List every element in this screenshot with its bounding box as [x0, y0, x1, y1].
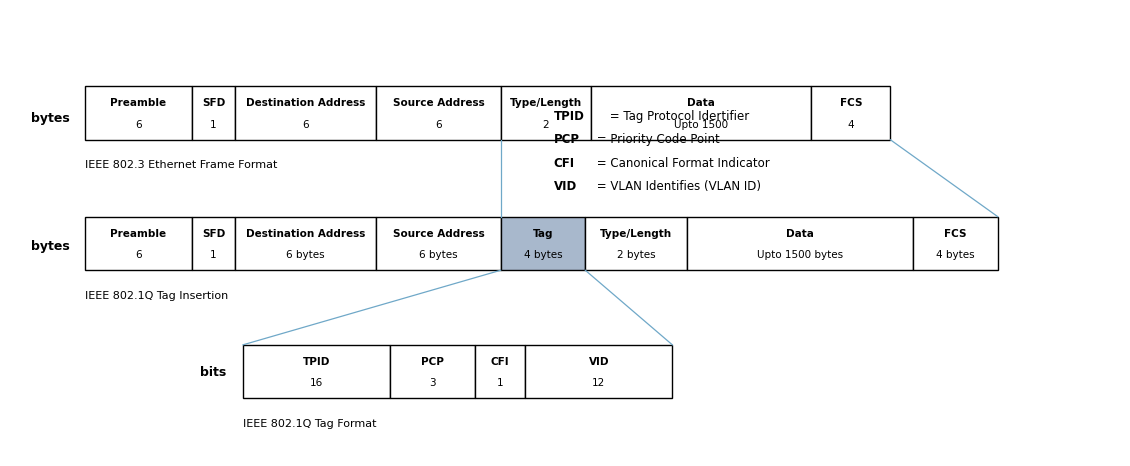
- Bar: [235, 86, 376, 140]
- Text: Upto 1500 bytes: Upto 1500 bytes: [757, 250, 843, 260]
- Bar: [811, 86, 890, 140]
- Text: CFI: CFI: [490, 357, 510, 367]
- Text: Type/Length: Type/Length: [600, 229, 672, 239]
- Bar: [192, 86, 235, 140]
- Text: Upto 1500: Upto 1500: [675, 120, 728, 130]
- Bar: [192, 217, 235, 270]
- Text: Tag: Tag: [532, 229, 554, 239]
- Text: bytes: bytes: [32, 240, 70, 254]
- Bar: [591, 86, 811, 140]
- Text: 6 bytes: 6 bytes: [286, 250, 325, 260]
- Bar: [85, 217, 192, 270]
- Text: 2: 2: [542, 120, 549, 130]
- Bar: [390, 345, 475, 398]
- Text: = VLAN Identifies (VLAN ID): = VLAN Identifies (VLAN ID): [592, 180, 760, 193]
- Text: 6 bytes: 6 bytes: [419, 250, 458, 260]
- Text: bits: bits: [200, 366, 226, 379]
- Text: TPID: TPID: [303, 357, 330, 367]
- Text: Destination Address: Destination Address: [246, 229, 365, 239]
- Text: 4 bytes: 4 bytes: [523, 250, 563, 260]
- Text: bytes: bytes: [32, 112, 70, 125]
- Text: TPID: TPID: [554, 110, 584, 123]
- Text: FCS: FCS: [945, 229, 966, 239]
- Bar: [501, 86, 591, 140]
- Text: Type/Length: Type/Length: [510, 98, 582, 109]
- Bar: [913, 217, 998, 270]
- Text: 12: 12: [592, 378, 606, 389]
- Text: 1: 1: [497, 378, 503, 389]
- Bar: [501, 217, 585, 270]
- Text: Preamble: Preamble: [111, 229, 166, 239]
- Text: Source Address: Source Address: [392, 229, 485, 239]
- Text: 6: 6: [435, 120, 442, 130]
- Bar: [585, 217, 687, 270]
- Text: 6: 6: [136, 250, 141, 260]
- Text: IEEE 802.1Q Tag Insertion: IEEE 802.1Q Tag Insertion: [85, 291, 228, 301]
- Text: SFD: SFD: [202, 98, 225, 109]
- Text: SFD: SFD: [202, 229, 225, 239]
- Bar: [525, 345, 672, 398]
- Bar: [235, 217, 376, 270]
- Text: Source Address: Source Address: [392, 98, 485, 109]
- Text: Data: Data: [687, 98, 715, 109]
- Text: 6: 6: [136, 120, 141, 130]
- Text: 6: 6: [303, 120, 308, 130]
- Text: Preamble: Preamble: [111, 98, 166, 109]
- Bar: [243, 345, 390, 398]
- Text: PCP: PCP: [554, 133, 580, 146]
- Text: FCS: FCS: [840, 98, 862, 109]
- Text: Data: Data: [786, 229, 814, 239]
- Bar: [687, 217, 913, 270]
- Text: CFI: CFI: [554, 157, 575, 170]
- Text: VID: VID: [554, 180, 577, 193]
- Text: VID: VID: [589, 357, 609, 367]
- Text: 16: 16: [310, 378, 323, 389]
- Bar: [376, 86, 501, 140]
- Text: = Priority Code Point: = Priority Code Point: [592, 133, 720, 146]
- Text: 4 bytes: 4 bytes: [936, 250, 975, 260]
- Bar: [376, 217, 501, 270]
- Text: 1: 1: [210, 120, 217, 130]
- Text: IEEE 802.3 Ethernet Frame Format: IEEE 802.3 Ethernet Frame Format: [85, 160, 277, 171]
- Bar: [85, 86, 192, 140]
- Text: PCP: PCP: [420, 357, 444, 367]
- Text: 4: 4: [848, 120, 854, 130]
- Text: = Tag Protocol Idertifier: = Tag Protocol Idertifier: [606, 110, 749, 123]
- Text: = Canonical Format Indicator: = Canonical Format Indicator: [592, 157, 770, 170]
- Bar: [475, 345, 525, 398]
- Text: 2 bytes: 2 bytes: [617, 250, 655, 260]
- Text: Destination Address: Destination Address: [246, 98, 365, 109]
- Text: 1: 1: [210, 250, 217, 260]
- Text: IEEE 802.1Q Tag Format: IEEE 802.1Q Tag Format: [243, 419, 376, 429]
- Text: 3: 3: [429, 378, 435, 389]
